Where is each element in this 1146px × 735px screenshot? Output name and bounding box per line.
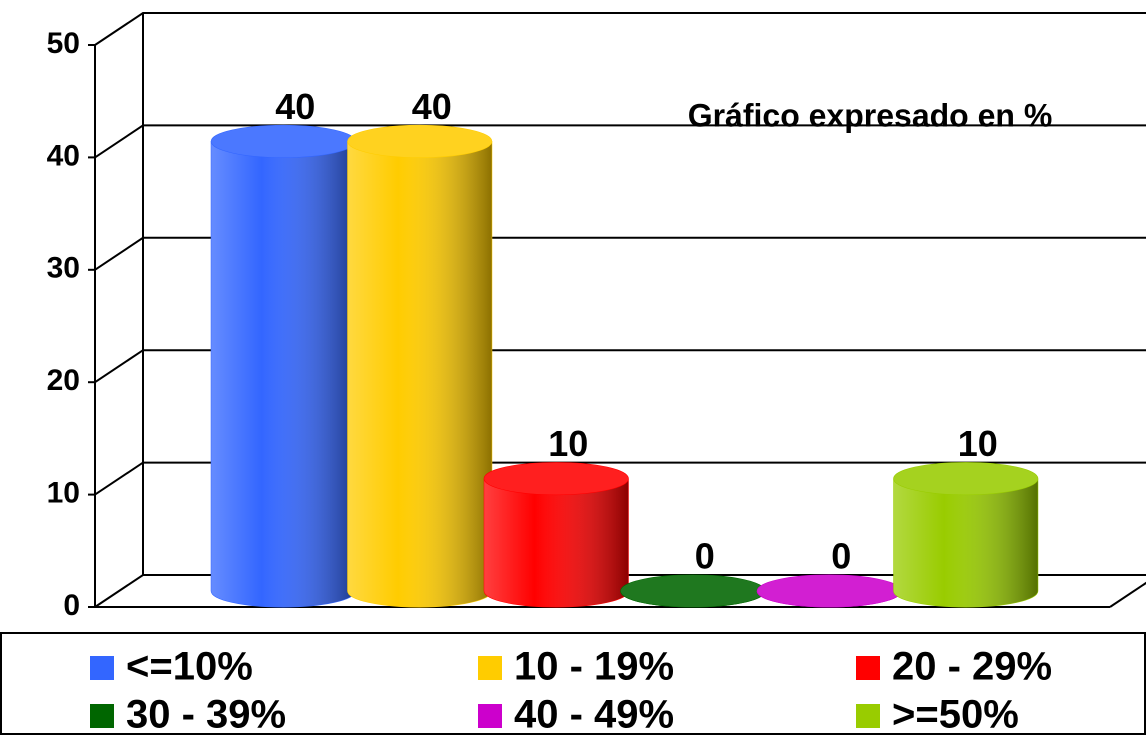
legend-box [0, 632, 1146, 735]
value-label: 40 [275, 86, 315, 127]
legend-label: 10 - 19% [514, 645, 674, 689]
legend-swatch [856, 656, 880, 680]
legend-swatch [90, 704, 114, 728]
cylinder-shade [484, 478, 629, 607]
y-tick-label: 30 [47, 252, 80, 285]
value-label: 10 [548, 423, 588, 464]
cylinder-top [347, 124, 493, 158]
y-tick-label: 0 [63, 589, 80, 622]
value-label: 0 [831, 536, 851, 577]
value-label: 0 [695, 536, 715, 577]
grid-line [94, 124, 1146, 159]
y-tick-label: 10 [47, 477, 80, 510]
cylinder-top-shade [893, 462, 1038, 495]
legend-swatch [478, 656, 502, 680]
grid-line [94, 236, 1146, 271]
cylinder-top-shade [757, 575, 902, 607]
cylinder-top [893, 462, 1039, 496]
legend-swatch [90, 656, 114, 680]
legend-label: 40 - 49% [514, 693, 674, 735]
value-label: 10 [958, 423, 998, 464]
legend-label: 20 - 29% [892, 645, 1052, 689]
y-tick-label: 50 [47, 27, 80, 60]
grid-line [94, 12, 1146, 46]
grid-line [94, 349, 1146, 384]
cylinder-shade [347, 141, 492, 607]
floor-edge [1109, 581, 1146, 608]
cylinder-top [483, 462, 629, 496]
cylinder-top-shade [211, 125, 356, 158]
y-tick-label: 40 [47, 139, 80, 172]
cylinder-shade [893, 478, 1038, 607]
cylinder-top-shade [347, 125, 492, 158]
legend-label: >=50% [892, 693, 1019, 735]
legend-label: 30 - 39% [126, 693, 286, 735]
grid-line [94, 461, 1146, 496]
legend-swatch [856, 704, 880, 728]
cylinder-top-shade [484, 462, 629, 495]
cylinder-shade [211, 141, 356, 607]
legend-swatch [478, 704, 502, 728]
legend-label: <=10% [126, 645, 253, 689]
cylinder-top-shade [620, 575, 765, 607]
value-label: 40 [412, 86, 452, 127]
y-tick-label: 20 [47, 364, 80, 397]
annotation: Gráfico expresado en % [688, 97, 1053, 133]
